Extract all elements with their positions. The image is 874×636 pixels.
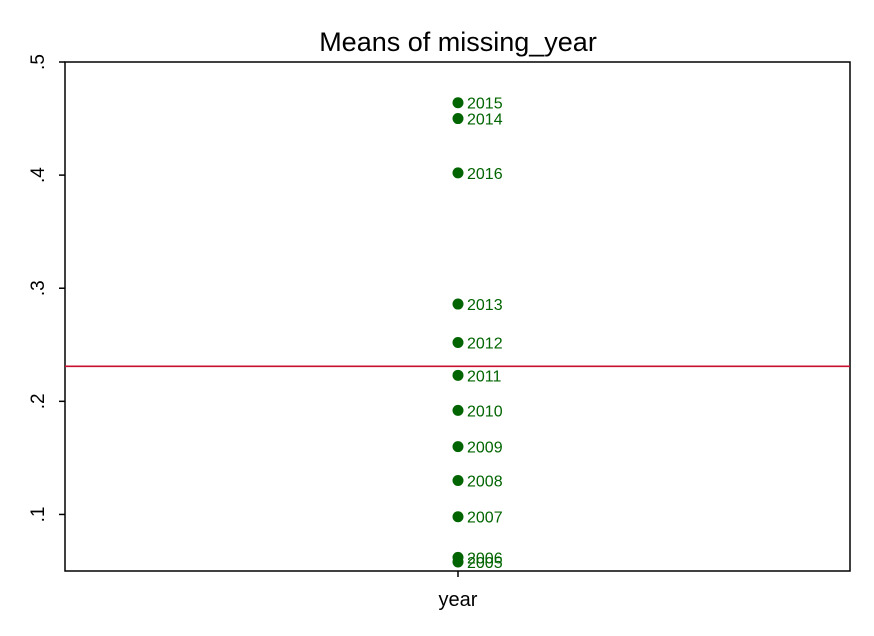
- y-axis: .1 .2 .3 .4 .5: [28, 54, 65, 522]
- y-tick-label: .2: [28, 393, 49, 409]
- point-label: 2012: [467, 336, 503, 353]
- chart-title: Means of missing_year: [319, 27, 597, 57]
- y-tick-label: .1: [28, 507, 49, 523]
- x-axis: year: [439, 571, 478, 611]
- point-label: 2015: [467, 96, 503, 113]
- data-point: [452, 441, 464, 453]
- point-label: 2011: [467, 368, 502, 385]
- data-point: [452, 298, 464, 310]
- data-point: [452, 511, 464, 523]
- point-label: 2008: [467, 474, 503, 491]
- data-point: [452, 551, 464, 563]
- point-label: 2005: [467, 555, 503, 572]
- x-tick-label: year: [439, 589, 478, 611]
- data-point: [452, 337, 464, 349]
- y-tick-label: .4: [28, 167, 49, 183]
- point-label: 2010: [467, 403, 503, 420]
- point-label: 2013: [467, 297, 503, 314]
- plot-area: [64, 61, 851, 572]
- point-label: 2016: [467, 166, 503, 183]
- point-label: 2009: [467, 440, 503, 457]
- point-label: 2007: [467, 510, 503, 527]
- data-point: [452, 113, 464, 125]
- y-tick-label: .3: [28, 280, 49, 296]
- y-tick-label: .5: [28, 54, 49, 70]
- data-point: [452, 475, 464, 487]
- point-label: 2014: [467, 112, 503, 129]
- data-point: [452, 369, 464, 381]
- data-point: [452, 97, 464, 109]
- point-label: 2006: [467, 550, 503, 567]
- data-point: [452, 404, 464, 416]
- data-point: [452, 167, 464, 179]
